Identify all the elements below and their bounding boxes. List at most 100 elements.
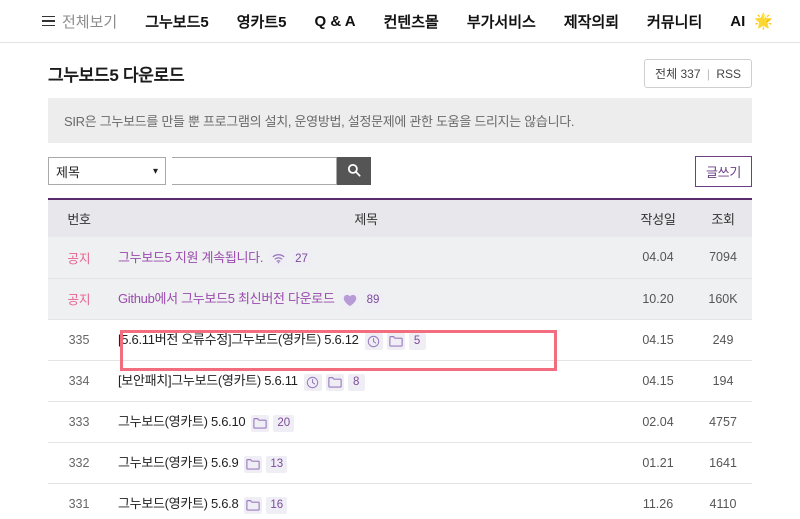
row-number-cell: 331 [68,496,90,511]
nav-item-label: 그누보드5 [145,13,209,31]
nav-item-gnuboard5[interactable]: 그누보드5 [145,11,209,32]
nav-item-qna[interactable]: Q & A [315,13,356,30]
notice-badge-cell: 공지 [48,237,110,278]
row-date-cell: 02.04 [642,414,674,429]
nav-item-youngcart5[interactable]: 영카트5 [237,11,287,32]
folder-icon [244,455,263,473]
row-subject-link[interactable]: [보안패치]그누보드(영카트) 5.6.11 [118,373,298,389]
comment-count-badge[interactable]: 8 [347,373,365,391]
row-hit-cell: 160K [708,291,738,306]
nav-item-label: 커뮤니티 [647,13,703,31]
board-table-wrapper: 번호 제목 작성일 조회 공지 그누보드5 지원 계속됩니다. 27 04.04 709… [48,198,752,519]
row-subject-cell: [5.6.11버전 오류수정]그누보드(영카트) 5.6.12 5 [110,319,622,372]
status-badge: 공지 [67,293,91,307]
nav-item-extra-service[interactable]: 부가서비스 [467,11,536,32]
nav-item-label: Q & A [314,12,356,30]
nav-item-label: 영카트5 [236,13,287,31]
chevron-down-icon: ▾ [152,165,158,177]
top-navigation: 전체보기 그누보드5 영카트5 Q & A 컨텐츠몰 부가서비스 제작의뢰 커뮤… [0,0,800,43]
table-head: 번호 제목 작성일 조회 [48,199,752,237]
table-row[interactable]: 331 그누보드(영카트) 5.6.8 16 11.26 4110 [48,483,752,519]
comment-count-badge[interactable]: 16 [266,496,288,514]
hamburger-icon[interactable] [42,15,55,27]
nav-item-label: 전체보기 [62,13,118,31]
row-subject-cell: 그누보드(영카트) 5.6.10 20 [110,401,622,442]
nav-item-production-request[interactable]: 제작의뢰 [564,11,619,32]
folder-icon [325,373,344,391]
row-date-cell: 01.21 [642,455,674,470]
notice-badge-cell: 공지 [48,278,110,319]
search-icon [347,163,361,180]
row-hit-cell: 194 [712,373,734,388]
row-subject-cell: [보안패치]그누보드(영카트) 5.6.11 8 [110,360,622,401]
row-number-cell: 334 [68,373,90,388]
row-subject-link[interactable]: [5.6.11버전 오류수정]그누보드(영카트) 5.6.12 [118,332,359,348]
separator: | [706,67,710,81]
nav-item-label: 컨텐츠몰 [383,13,439,31]
folder-icon [386,332,405,350]
row-subject-link[interactable]: 그누보드(영카트) 5.6.9 [118,455,239,471]
row-date-cell: 11.26 [642,496,674,511]
comment-count-badge[interactable]: 27 [291,250,312,268]
comment-count-badge[interactable]: 5 [408,332,426,350]
row-date-cell: 04.15 [642,332,674,347]
comment-count-badge[interactable]: 20 [273,414,295,432]
row-subject-link[interactable]: Github에서 그누보드5 최신버전 다운로드 [118,291,335,307]
row-hit-cell: 4110 [709,496,737,511]
row-number-cell: 335 [68,332,90,347]
search-input[interactable] [172,157,337,185]
row-date-cell: 04.15 [642,373,674,388]
table-body: 공지 그누보드5 지원 계속됩니다. 27 04.04 7094 공지 Github에서 그… [48,237,752,519]
folder-icon [251,414,270,432]
write-button[interactable]: 글쓰기 [695,155,752,187]
table-row[interactable]: 공지 그누보드5 지원 계속됩니다. 27 04.04 7094 [48,237,752,278]
row-meta: 8 [303,373,365,391]
folder-icon [244,496,263,514]
clock-icon [303,373,322,391]
sparkle-icon: 🌟 [754,13,773,30]
row-subject-cell: 그누보드5 지원 계속됩니다. 27 [110,237,622,278]
row-meta: 13 [244,455,288,473]
status-badge: 공지 [67,251,91,266]
table-row[interactable]: 333 그누보드(영카트) 5.6.10 20 02.04 4757 [48,401,752,442]
row-date-cell: 10.20 [642,291,674,306]
row-subject-cell: 그누보드(영카트) 5.6.8 16 [110,483,622,519]
row-hit-cell: 249 [712,332,734,347]
table-row[interactable]: 334 [보안패치]그누보드(영카트) 5.6.11 8 04.15 194 [48,360,752,401]
table-row[interactable]: 332 그누보드(영카트) 5.6.9 13 01.21 1641 [48,442,752,483]
nav-item-label: 제작의뢰 [563,13,620,31]
rss-link[interactable]: RSS [716,67,741,81]
row-meta: 27 [269,250,312,268]
nav-item-community[interactable]: 커뮤니티 [647,11,702,32]
table-row[interactable]: 공지 Github에서 그누보드5 최신버전 다운로드 89 10.20 160K [48,278,752,319]
heart-icon [340,291,359,309]
column-header-subject: 제목 [354,212,378,227]
total-count-value: 337 [680,67,701,81]
row-hit-cell: 4757 [709,414,737,429]
nav-item-all[interactable]: 전체보기 [42,11,117,32]
total-count-label: 전체 [655,67,678,81]
board-notice-banner: SIR은 그누보드를 만들 뿐 프로그램의 설치, 운영방법, 설정문제에 관한… [48,98,752,143]
nav-item-label: AI [730,12,746,30]
column-header-hit: 조회 [711,212,735,227]
table-header-row: 번호 제목 작성일 조회 [48,199,752,237]
total-count-rss-box[interactable]: 전체 337 | RSS [644,59,752,88]
comment-count-badge[interactable]: 89 [362,291,384,309]
table-row[interactable]: 335 [5.6.11버전 오류수정]그누보드(영카트) 5.6.12 5 04.15… [48,319,752,372]
nav-item-contents-mall[interactable]: 컨텐츠몰 [384,11,439,32]
page-header: 그누보드5 다운로드 전체 337 | RSS [0,43,800,98]
row-subject-cell: Github에서 그누보드5 최신버전 다운로드 89 [110,278,622,319]
row-meta: 20 [251,414,295,432]
wifi-icon [269,250,288,268]
search-field-select[interactable]: 제목 ▾ [48,157,166,185]
search-button[interactable] [337,157,371,185]
row-number-cell: 333 [68,414,90,429]
row-subject-link[interactable]: 그누보드(영카트) 5.6.8 [118,496,239,512]
nav-item-ai[interactable]: AI 🌟 [730,12,773,31]
row-date-cell: 04.04 [642,250,674,265]
comment-count-badge[interactable]: 13 [266,455,288,473]
row-subject-link[interactable]: 그누보드5 지원 계속됩니다. [118,250,264,266]
column-header-date: 작성일 [640,212,676,227]
search-field-value: 제목 [56,164,80,180]
row-subject-link[interactable]: 그누보드(영카트) 5.6.10 [118,414,246,430]
